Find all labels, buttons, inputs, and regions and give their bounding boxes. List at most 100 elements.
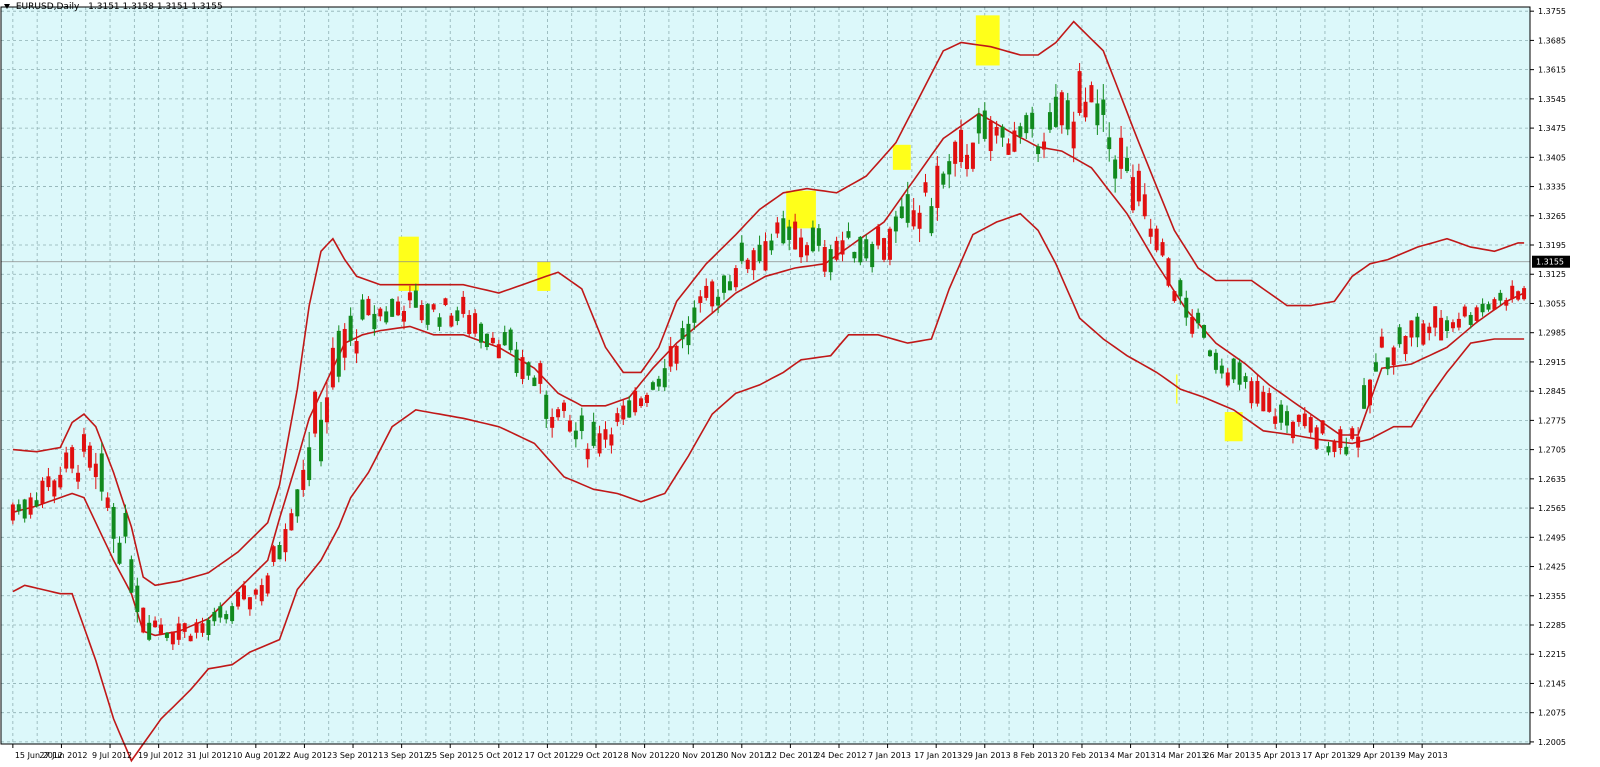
candle-bear <box>461 296 466 314</box>
candle-bear <box>1492 299 1497 310</box>
y-tick-label: 1.2145 <box>1538 679 1566 688</box>
candle-bear <box>1427 326 1432 334</box>
candle-bear <box>1071 121 1076 149</box>
x-tick-label: 30 Nov 2012 <box>718 751 769 760</box>
candle-bull <box>129 559 134 593</box>
candle-bear <box>1012 130 1017 152</box>
candle-bear <box>153 620 158 628</box>
candle-bull <box>716 296 721 306</box>
candle-bull <box>828 249 833 273</box>
candle-bear <box>822 247 827 272</box>
grid <box>1 7 1530 744</box>
candle-bull <box>976 114 981 134</box>
candle-bear <box>40 480 45 504</box>
x-tick-label: 10 Aug 2012 <box>232 751 283 760</box>
candle-bear <box>46 476 51 488</box>
x-tick-label: 17 Jan 2013 <box>914 751 962 760</box>
candle-bull <box>852 251 857 259</box>
candle-bear <box>1350 428 1355 439</box>
highlight-box <box>1224 412 1243 442</box>
x-tick-label: 24 Dec 2012 <box>815 751 866 760</box>
y-tick-label: 1.3405 <box>1538 153 1566 162</box>
x-tick-label: 3 Sep 2012 <box>332 751 378 760</box>
candle-bear <box>1474 307 1479 321</box>
candle-bear <box>159 624 164 634</box>
candle-bull <box>212 611 217 622</box>
price-axis[interactable]: 1.3755 1.3685 1.3615 1.3545 1.3475 1.3405 1.33… <box>1530 7 1566 747</box>
y-tick-label: 1.2215 <box>1538 650 1566 659</box>
candle-bear <box>1510 285 1515 300</box>
y-tick-label: 1.3545 <box>1538 95 1566 104</box>
candle-bear <box>253 589 258 595</box>
candle-bull <box>573 430 578 440</box>
x-tick-label: 19 Jul 2012 <box>138 751 183 760</box>
candle-bull <box>437 317 442 327</box>
candle-bear <box>674 345 679 364</box>
candle-bear <box>467 315 472 334</box>
candle-bear <box>733 268 738 288</box>
candle-bull <box>1279 404 1284 423</box>
band-lower <box>12 212 1525 763</box>
candle-bear <box>799 237 804 258</box>
highlight-box <box>786 190 816 229</box>
candle-bear <box>970 142 975 169</box>
candle-bull <box>117 542 122 564</box>
y-tick-label: 1.3755 <box>1538 7 1566 16</box>
candle-bear <box>1160 242 1165 256</box>
candle-bull <box>1095 103 1100 126</box>
candle-bull <box>686 323 691 346</box>
candle-bull <box>1468 314 1473 325</box>
collapse-triangle-icon[interactable] <box>4 4 10 9</box>
candle-bull <box>135 585 140 613</box>
highlight-boxes <box>398 15 1243 442</box>
current-price-value: 1.3155 <box>1536 258 1564 267</box>
candle-bear <box>1130 177 1135 211</box>
candle-bear <box>988 120 993 152</box>
candle-bull <box>34 500 39 507</box>
candle-bull <box>1486 304 1491 310</box>
candle-bull <box>99 453 104 492</box>
candle-bear <box>550 416 555 428</box>
candle-bull <box>941 173 946 185</box>
y-tick-label: 1.3685 <box>1538 36 1566 45</box>
candle-bear <box>496 344 501 359</box>
highlight-box <box>892 144 911 170</box>
candle-bear <box>194 622 199 633</box>
candle-bear <box>1136 170 1141 202</box>
y-tick-label: 1.3335 <box>1538 183 1566 192</box>
candle-bull <box>123 512 128 537</box>
candle-bull <box>1107 137 1112 150</box>
candle-bear <box>1142 194 1147 217</box>
candle-bull <box>1362 385 1367 409</box>
candle-bear <box>840 240 845 255</box>
candle-bull <box>1243 376 1248 382</box>
candle-bear <box>704 285 709 298</box>
candle-bear <box>1077 71 1082 114</box>
candle-bear <box>247 597 252 610</box>
candle-bull <box>1036 146 1041 155</box>
candle-bear <box>449 315 454 327</box>
candle-bear <box>1516 291 1521 300</box>
candle-bull <box>591 421 596 446</box>
x-tick-label: 17 Oct 2012 <box>525 751 574 760</box>
x-tick-label: 29 Oct 2012 <box>573 751 622 760</box>
candle-bull <box>1196 312 1201 324</box>
candle-bull <box>810 227 815 252</box>
candle-bear <box>93 463 98 478</box>
candle-bear <box>1433 306 1438 328</box>
candle-bear <box>1504 300 1509 306</box>
candle-bull <box>1125 157 1130 172</box>
candle-bear <box>520 357 525 379</box>
candle-bear <box>1456 318 1461 328</box>
y-tick-label: 1.2845 <box>1538 387 1566 396</box>
x-tick-label: 31 Jul 2012 <box>187 751 232 760</box>
candle-bear <box>911 210 916 227</box>
candle-bull <box>1397 327 1402 345</box>
y-tick-label: 1.3195 <box>1538 241 1566 250</box>
candle-bear <box>633 390 638 413</box>
candle-bear <box>1338 429 1343 448</box>
candle-bear <box>431 304 436 310</box>
candle-bear <box>81 434 86 452</box>
